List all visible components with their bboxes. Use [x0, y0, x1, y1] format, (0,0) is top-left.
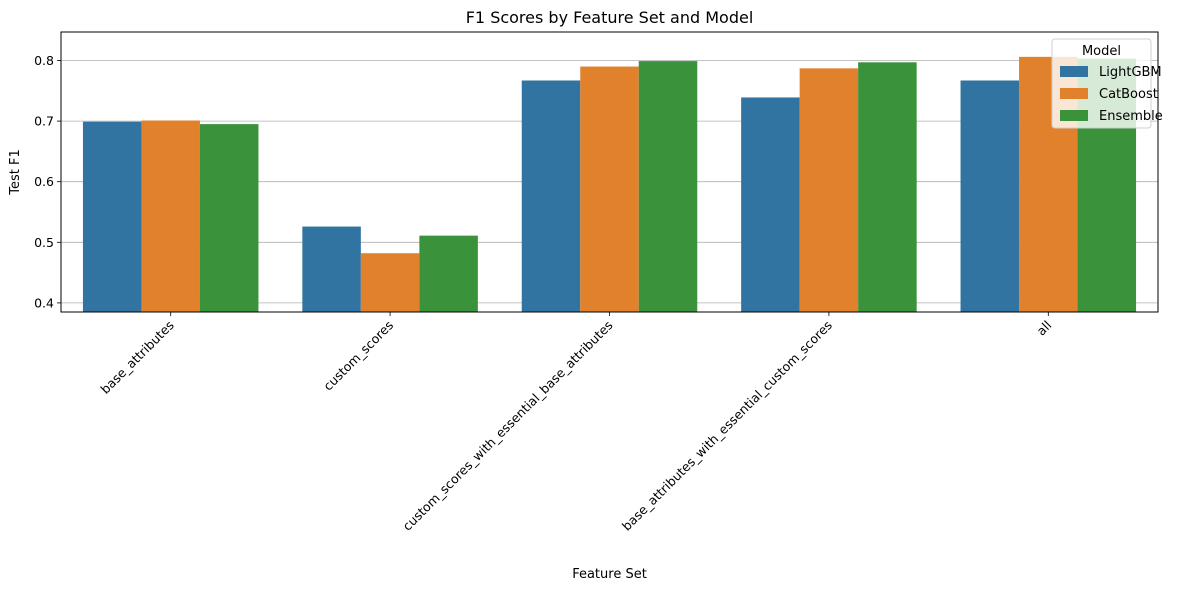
bar-lightgbm-custom-scores — [302, 226, 361, 312]
y-axis-label: Test F1 — [8, 149, 23, 195]
y-tick-label: 0.4 — [34, 295, 54, 310]
legend-swatch-catboost — [1060, 88, 1088, 99]
y-tick-label: 0.8 — [34, 53, 54, 68]
bar-lightgbm-base-attributes — [82, 121, 142, 313]
x-tick-label: custom_scores_with_essential_base_attrib… — [400, 318, 616, 534]
legend-title: Model — [1082, 44, 1121, 59]
x-tick-label: base_attributes — [98, 318, 177, 397]
x-axis-label: Feature Set — [572, 567, 647, 582]
bar-ensemble-custom-scores-with-essential-base-attributes — [638, 61, 698, 312]
legend: Model LightGBM CatBoost Ensemble — [1051, 38, 1163, 129]
y-tick-label: 0.6 — [34, 174, 54, 189]
legend-box — [1051, 38, 1152, 129]
x-tick-label: base_attributes_with_essential_custom_sc… — [619, 318, 835, 534]
bar-catboost-base-attributes — [141, 120, 200, 312]
bar-catboost-base-attributes-with-essential-custom-scores — [799, 68, 859, 312]
chart-title: F1 Scores by Feature Set and Model — [466, 8, 754, 27]
x-tick-label: all — [1033, 318, 1054, 339]
bar-lightgbm-custom-scores-with-essential-base-attributes — [521, 80, 581, 312]
bar-catboost-custom-scores-with-essential-base-attributes — [580, 66, 639, 312]
bar-lightgbm-base-attributes-with-essential-custom-scores — [741, 97, 800, 312]
bar-ensemble-base-attributes-with-essential-custom-scores — [858, 62, 917, 312]
bars-layer — [82, 56, 1137, 313]
legend-swatch-ensemble — [1060, 110, 1088, 121]
y-axis: 0.4 0.5 0.6 0.7 0.8 — [34, 53, 61, 310]
bar-catboost-custom-scores — [360, 253, 420, 312]
bar-ensemble-custom-scores — [419, 235, 478, 312]
bar-ensemble-base-attributes — [199, 124, 259, 312]
x-axis: base_attributes custom_scores custom_score… — [98, 312, 1054, 534]
legend-label-ensemble: Ensemble — [1099, 109, 1163, 124]
x-tick-label: custom_scores — [320, 318, 396, 394]
y-tick-label: 0.5 — [34, 235, 54, 250]
bar-lightgbm-all — [960, 80, 1020, 312]
legend-label-catboost: CatBoost — [1099, 87, 1158, 102]
legend-label-lightgbm: LightGBM — [1099, 65, 1162, 80]
y-tick-label: 0.7 — [34, 114, 54, 129]
legend-swatch-lightgbm — [1060, 66, 1088, 77]
